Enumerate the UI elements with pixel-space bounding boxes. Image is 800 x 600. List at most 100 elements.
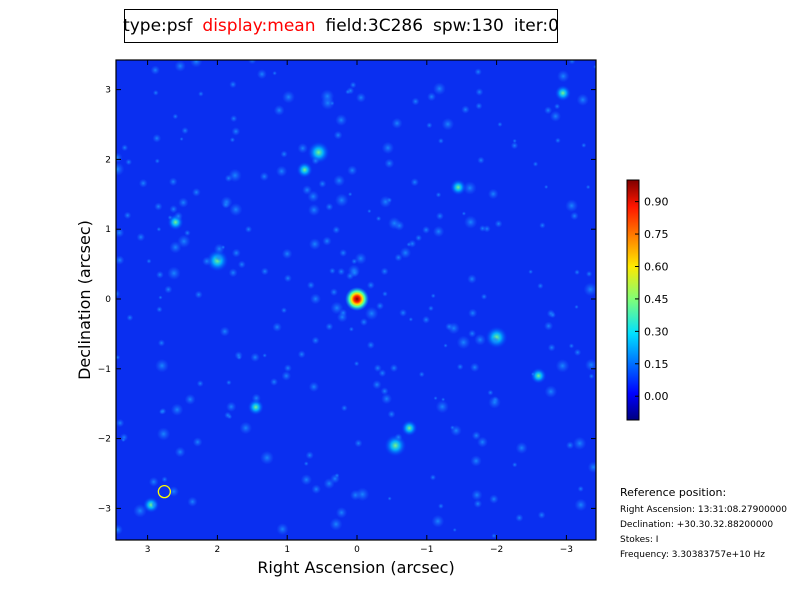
sidelobe-dot [116,162,125,176]
sidelobe-dot [236,354,242,361]
colorbar-tick-label: 0.45 [644,293,669,306]
sidelobe-dot [487,389,494,396]
sidelobe-dot [272,322,282,332]
sidelobe-dot [228,268,238,278]
sidelobe-dot [250,352,260,363]
sidelobe-dot [577,485,584,493]
y-tick-label: −2 [98,435,111,445]
y-tick-label: 1 [105,225,111,235]
y-tick-label: 2 [105,155,111,165]
sidelobe-dot [283,274,292,283]
sidelobe-dot [574,498,588,512]
sidelobe-dot [530,372,536,377]
sidelobe-dot [544,106,553,115]
sidelobe-dot [179,136,184,142]
sidelobe-dot [306,281,315,290]
sidelobe-dot [435,212,444,221]
sidelobe-dot [158,295,163,300]
sidelobe-dot [469,362,480,373]
sidelobe-dot [347,191,353,197]
sidelobe-dot [382,291,388,297]
sidelobe-dot [555,359,570,373]
sidelobe-dot [430,293,436,299]
sidelobe-dot [239,421,253,435]
sidelobe-dot [275,165,288,177]
sidelobe-dot [441,117,455,131]
sidelobe-dot [554,137,561,144]
sidelobe-dot [272,70,277,76]
sidelobe-dot [273,104,285,116]
sidelobe-dot [547,343,556,352]
sidelobe-dot [340,404,348,412]
sidelobe-dot [148,476,159,487]
sidelobe-dot [323,477,335,490]
sidelobe-spot [554,85,571,102]
sidelobe-dot [387,496,392,501]
sidelobe-dot [408,317,414,322]
sidelobe-dot [311,484,322,495]
x-tick-label: 3 [145,545,151,555]
sidelobe-dot [471,489,483,501]
sidelobe-dot [348,326,354,332]
y-axis-label: Declination (arcsec) [75,220,94,380]
title-box: type:psf display:mean field:3C286 spw:13… [123,9,559,43]
sidelobe-dot [585,184,591,190]
sidelobe-dot [474,68,482,76]
sidelobe-dot [388,216,401,230]
sidelobe-dot [311,336,320,345]
sidelobe-dot [300,474,312,486]
sidelobe-dot [280,307,288,314]
sidelobe-dot [515,441,528,454]
sidelobe-dot [467,274,477,284]
sidelobe-dot [476,436,488,448]
sidelobe-dot [221,200,230,209]
sidelobe-dot [389,363,399,373]
y-tick-label: −1 [98,365,111,375]
title-type: type:psf [123,16,193,36]
sidelobe-dot [354,252,367,265]
sidelobe-dot [375,215,382,222]
sidelobe-dot [123,211,132,220]
sidelobe-dot [366,281,375,290]
sidelobe-dot [565,199,579,213]
sidelobe-dot [116,255,125,265]
sidelobe-dot [152,133,162,143]
sidelobe-dot [473,499,483,509]
sidelobe-dot [177,234,191,248]
sidelobe-dot [196,380,204,388]
sidelobe-dot [456,363,464,371]
sidelobe-dot [168,177,178,187]
sidelobe-dot [422,225,431,234]
sidelobe-dot [566,441,575,450]
x-tick-label: 0 [354,545,360,555]
sidelobe-dot [282,90,295,104]
sidelobe-dot [167,266,181,281]
sidelobe-dot [256,69,267,80]
sidelobe-dot [116,524,123,535]
sidelobe-dot [276,523,289,536]
sidelobe-dot [491,533,497,539]
sidelobe-dot [231,248,241,258]
sidelobe-dot [224,174,233,183]
sidelobe-dot [307,203,321,217]
sidelobe-dot [468,308,478,318]
sidelobe-dot [332,225,341,234]
title-display: display:mean [202,16,316,36]
x-tick-label: −3 [560,545,573,555]
sidelobe-dot [515,513,524,522]
sidelobe-dot [133,503,147,518]
sidelobe-dot [468,329,477,338]
colorbar-tick-label: 0.75 [644,228,669,241]
sidelobe-dot [226,379,232,386]
sidelobe-dot [489,494,499,504]
sidelobe-dot [445,322,454,331]
colorbar-tick-label: 0.15 [644,358,669,371]
sidelobe-dot [173,211,183,221]
sidelobe-dot [588,373,595,380]
sidelobe-dot [220,245,226,250]
sidelobe-dot [159,407,167,415]
sidelobe-dot [251,393,261,403]
sidelobe-dot [359,318,368,327]
sidelobe-dot [156,306,163,313]
